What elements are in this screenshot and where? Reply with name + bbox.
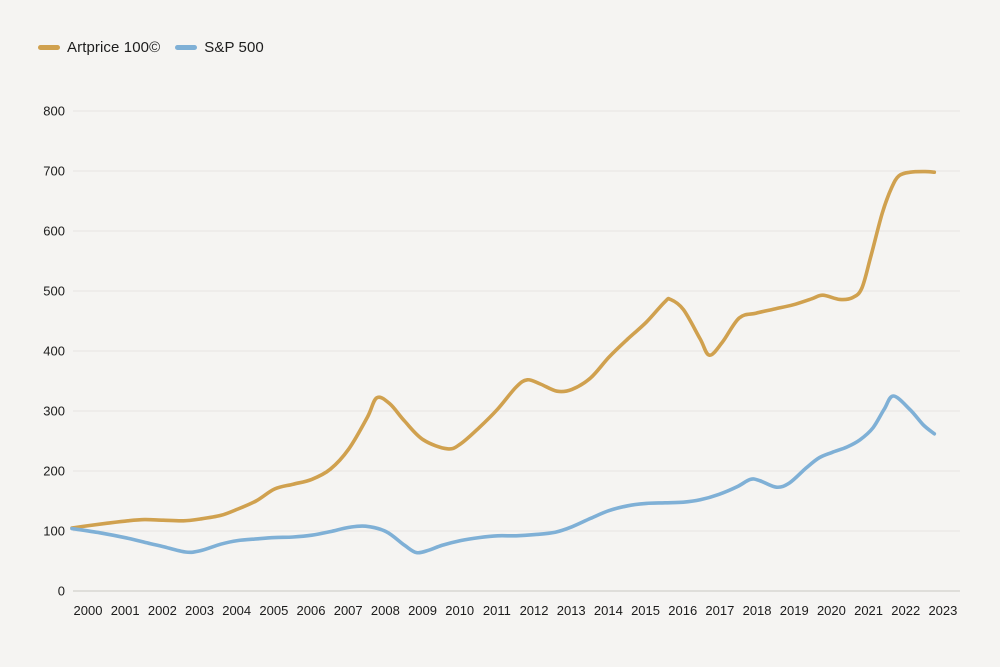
x-tick-label: 2003 — [185, 603, 214, 618]
y-tick-label: 100 — [43, 524, 65, 539]
x-tick-label: 2016 — [668, 603, 697, 618]
artprice-legend-label: Artprice 100© — [67, 39, 161, 56]
legend-item-sp500: S&P 500 — [175, 39, 264, 56]
y-tick-label: 400 — [43, 344, 65, 359]
x-tick-label: 2004 — [222, 603, 251, 618]
x-tick-label: 2001 — [111, 603, 140, 618]
x-tick-label: 2007 — [334, 603, 363, 618]
x-tick-label: 2011 — [483, 603, 511, 618]
x-tick-label: 2015 — [631, 603, 660, 618]
x-tick-label: 2014 — [594, 603, 623, 618]
chart-legend: Artprice 100© S&P 500 — [38, 39, 264, 56]
artprice-legend-swatch-icon — [38, 45, 60, 50]
y-tick-label: 500 — [43, 284, 65, 299]
x-tick-label: 2005 — [259, 603, 288, 618]
x-tick-label: 2012 — [520, 603, 549, 618]
y-tick-label: 700 — [43, 164, 65, 179]
sp500-legend-swatch-icon — [175, 45, 198, 50]
x-tick-label: 2006 — [297, 603, 326, 618]
x-tick-label: 2008 — [371, 603, 400, 618]
x-tick-label: 2018 — [743, 603, 772, 618]
sp500-line — [70, 394, 937, 555]
y-tick-label: 800 — [43, 104, 65, 119]
x-tick-label: 2017 — [705, 603, 734, 618]
x-tick-label: 2020 — [817, 603, 846, 618]
x-tick-label: 2021 — [854, 603, 883, 618]
x-tick-label: 2002 — [148, 603, 177, 618]
legend-item-artprice: Artprice 100© — [38, 39, 160, 56]
series-lines — [70, 169, 937, 555]
x-tick-label: 2013 — [557, 603, 586, 618]
x-tick-label: 2022 — [891, 603, 920, 618]
x-tick-label: 2000 — [74, 603, 103, 618]
artprice-line — [70, 169, 937, 530]
gridlines — [73, 110, 960, 592]
y-tick-label: 200 — [43, 464, 65, 479]
y-tick-label: 600 — [43, 224, 65, 239]
x-tick-label: 2023 — [928, 603, 957, 618]
x-tick-label: 2009 — [408, 603, 437, 618]
y-tick-label: 0 — [58, 584, 65, 599]
x-tick-label: 2010 — [445, 603, 474, 618]
x-axis-labels: 2000 2001 2002 2003 2004 2005 2006 2007 2008 2009… — [74, 603, 958, 618]
sp500-legend-label: S&P 500 — [204, 39, 264, 56]
y-axis-labels: 0 100 200 300 400 500 600 700 800 — [43, 104, 65, 599]
y-tick-label: 300 — [43, 404, 65, 419]
x-tick-label: 2019 — [780, 603, 809, 618]
